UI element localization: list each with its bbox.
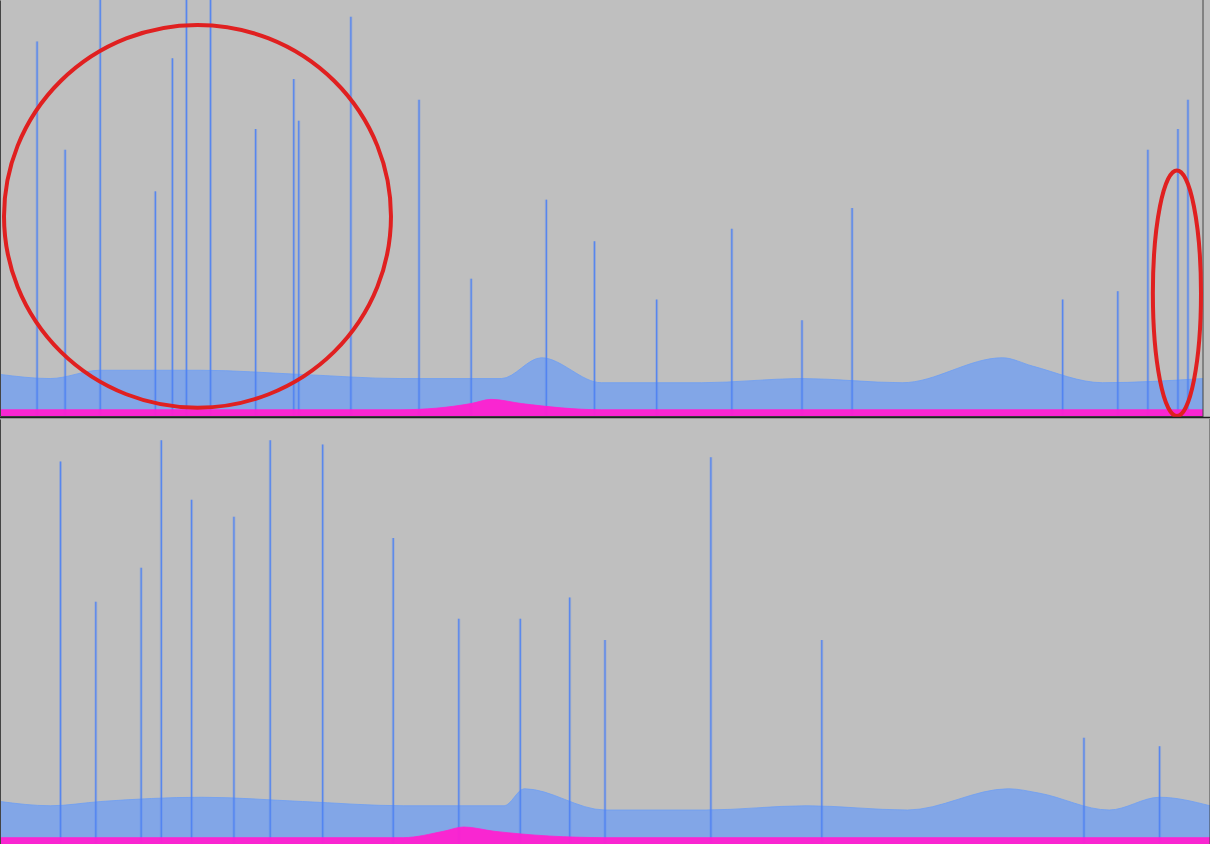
streak-glow [349, 17, 352, 416]
streak-glow [64, 150, 67, 416]
streak-glow [820, 640, 823, 844]
streak [298, 121, 299, 416]
streak-glow [470, 279, 473, 416]
streak [594, 241, 595, 416]
channel-separator [0, 417, 1210, 419]
spectrogram-view [0, 0, 1210, 844]
streak-glow [321, 445, 324, 844]
streak [656, 300, 657, 416]
streak [36, 42, 37, 416]
streak-glow [171, 58, 174, 416]
streak-glow [160, 440, 163, 844]
streak-glow [709, 457, 712, 844]
streak-glow [292, 79, 295, 416]
streak [172, 58, 173, 416]
energy-band [0, 827, 1210, 844]
frame-line [1203, 0, 1204, 416]
streak-glow [1146, 150, 1149, 416]
streak-glow [154, 191, 157, 416]
streak-glow [1116, 291, 1119, 416]
streak-glow [190, 500, 193, 844]
streak [233, 517, 234, 844]
streak-glow [1186, 100, 1189, 416]
background [0, 0, 1210, 844]
streak-glow [1082, 738, 1085, 844]
streak-glow [185, 0, 188, 416]
streak-glow [297, 121, 300, 416]
streak [731, 229, 732, 416]
streak [210, 0, 211, 416]
streak [186, 0, 187, 416]
streak [458, 619, 459, 844]
streak [1147, 150, 1148, 416]
streak [520, 619, 521, 844]
streak-glow [1158, 746, 1161, 844]
highlight-ellipse [1153, 171, 1201, 416]
streak [1117, 291, 1118, 416]
streak [1159, 746, 1160, 844]
streak-glow [457, 619, 460, 844]
streaks [61, 440, 1160, 844]
streak-glow [59, 462, 62, 844]
y-axis [0, 420, 1, 844]
streak-glow [655, 300, 658, 416]
streak [350, 17, 351, 416]
streak [293, 79, 294, 416]
streak [270, 440, 271, 844]
streak [60, 462, 61, 844]
streak-glow [392, 538, 395, 844]
streak [418, 100, 419, 416]
streak-glow [568, 598, 571, 844]
streak-glow [519, 619, 522, 844]
streak [710, 457, 711, 844]
streak-glow [1061, 300, 1064, 416]
streaks [37, 0, 1188, 416]
streak [569, 598, 570, 844]
streak-glow [254, 129, 257, 416]
streak [1062, 300, 1063, 416]
streak-glow [140, 568, 143, 844]
streak [141, 568, 142, 844]
streak-glow [269, 440, 272, 844]
streak [191, 500, 192, 844]
streak [801, 320, 802, 416]
plot-area [0, 0, 1203, 416]
streak-glow [209, 0, 212, 416]
streak-glow [593, 241, 596, 416]
highlight-ellipse [4, 25, 391, 408]
streak [322, 445, 323, 844]
streak [1187, 100, 1188, 416]
streak [1083, 738, 1084, 844]
streak-glow [545, 200, 548, 416]
streak [100, 0, 101, 416]
channel-panel [0, 0, 1204, 417]
streak-glow [94, 602, 97, 844]
streak [161, 440, 162, 844]
channel-panel [0, 419, 1210, 844]
streak-glow [99, 0, 102, 416]
plot-area [0, 440, 1210, 844]
y-axis-line [0, 420, 1, 844]
streak [821, 640, 822, 844]
streak-glow [801, 320, 804, 416]
streak [604, 640, 605, 844]
y-axis [0, 1, 1, 417]
streak [95, 602, 96, 844]
streak [471, 279, 472, 416]
streak [393, 538, 394, 844]
streak-glow [604, 640, 607, 844]
streak-glow [232, 517, 235, 844]
y-axis-line [0, 1, 1, 417]
streak [255, 129, 256, 416]
streak-glow [730, 229, 733, 416]
streak-glow [36, 42, 39, 416]
streak [546, 200, 547, 416]
streak-glow [418, 100, 421, 416]
streak [155, 191, 156, 416]
streak-glow [851, 208, 854, 416]
streak [65, 150, 66, 416]
streak [851, 208, 852, 416]
